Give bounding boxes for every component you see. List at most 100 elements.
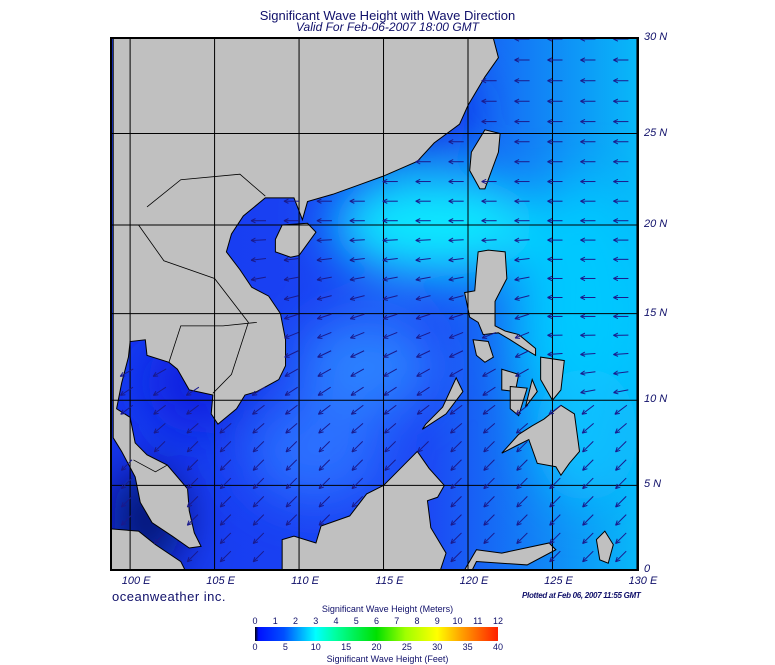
wave-direction-arrow	[382, 332, 398, 339]
wave-direction-arrow	[448, 198, 464, 204]
brand-logo-text: oceanweather inc.	[112, 589, 227, 604]
wave-direction-arrow	[152, 386, 167, 396]
legend-tick-meters: 6	[373, 616, 379, 626]
wave-direction-arrow	[350, 404, 364, 415]
wave-direction-arrow	[514, 198, 530, 204]
wave-direction-arrow	[416, 368, 431, 377]
legend-tick-meters: 10	[452, 616, 463, 626]
wave-direction-arrow	[450, 514, 462, 526]
wave-direction-arrow	[514, 276, 530, 282]
wave-direction-arrow	[449, 368, 463, 377]
wave-direction-arrow	[547, 237, 563, 243]
wave-direction-arrow	[384, 422, 397, 434]
wave-direction-arrow	[580, 370, 596, 376]
wave-direction-arrow	[580, 256, 596, 262]
land-palawan	[421, 376, 464, 430]
wave-direction-arrow	[448, 178, 464, 185]
legend-tick-feet: 30	[432, 642, 443, 652]
wave-direction-arrow	[349, 276, 365, 282]
wave-direction-arrow	[415, 198, 431, 204]
wave-direction-arrow	[481, 118, 497, 125]
wave-direction-arrow	[481, 237, 497, 243]
latitude-label: 15 N	[644, 306, 668, 319]
wave-direction-arrow	[549, 496, 561, 508]
wave-direction-arrow	[613, 139, 629, 145]
wave-direction-arrow	[481, 218, 497, 224]
wave-direction-arrow	[580, 98, 596, 104]
wave-direction-arrow	[449, 404, 463, 415]
wave-direction-arrow	[613, 313, 629, 320]
legend-tick-feet: 0	[252, 642, 258, 652]
wave-direction-arrow	[450, 550, 462, 563]
wave-direction-arrow	[582, 550, 594, 563]
wave-direction-arrow	[483, 532, 495, 545]
wave-direction-arrow	[547, 57, 563, 63]
wave-direction-arrow	[415, 332, 431, 339]
wave-direction-arrow	[252, 422, 265, 434]
wave-direction-arrow	[219, 459, 232, 471]
wave-direction-arrow	[284, 350, 299, 358]
wave-direction-arrow	[285, 422, 298, 434]
legend-tick-meters: 12	[492, 616, 503, 626]
wave-direction-arrow	[318, 441, 331, 453]
wave-direction-arrow	[548, 404, 562, 415]
wave-direction-arrow	[448, 295, 464, 301]
wave-direction-arrow	[483, 496, 495, 508]
legend-tick-meters: 2	[292, 616, 298, 626]
wave-direction-arrow	[516, 477, 528, 490]
wave-direction-arrow	[316, 198, 332, 204]
wave-direction-arrow	[350, 368, 365, 377]
wave-direction-arrow	[153, 404, 166, 415]
wave-direction-arrow	[186, 404, 199, 415]
wave-direction-arrow	[285, 496, 298, 508]
wave-direction-arrow	[318, 477, 331, 490]
latitude-label: 0	[644, 563, 651, 575]
chart-title: Significant Wave Height with Wave Direct…	[259, 8, 516, 23]
longitude-label: 120 E	[459, 575, 489, 587]
wave-direction-arrow	[580, 78, 596, 84]
wave-direction-arrow	[581, 422, 594, 434]
wave-direction-arrow	[119, 368, 134, 377]
wave-direction-arrow	[349, 257, 365, 263]
wave-direction-arrow	[250, 257, 267, 263]
legend-tick-meters: 3	[313, 616, 319, 626]
wave-direction-arrow	[615, 441, 627, 453]
wave-direction-arrow	[120, 477, 133, 490]
wave-direction-arrow	[516, 441, 528, 453]
wave-direction-arrow	[580, 313, 596, 320]
wave-direction-arrow	[613, 98, 629, 104]
land-borneo	[281, 450, 447, 570]
wave-direction-arrow	[351, 496, 363, 508]
wave-direction-arrow	[547, 78, 563, 84]
wave-direction-arrow	[514, 159, 530, 165]
land-negros	[509, 385, 528, 417]
wave-direction-arrow	[580, 57, 596, 63]
land-mindanao	[501, 404, 581, 477]
wave-direction-arrow	[120, 404, 134, 415]
wave-direction-arrow	[515, 422, 529, 434]
wave-direction-arrow	[516, 532, 528, 545]
legend-tick-feet: 20	[371, 642, 382, 652]
wave-direction-arrow	[382, 295, 398, 301]
wave-direction-arrow	[316, 276, 332, 282]
wave-direction-arrow	[580, 218, 596, 224]
wave-direction-arrow	[219, 532, 232, 545]
wave-direction-arrow	[382, 237, 398, 243]
wave-direction-arrow	[482, 368, 496, 377]
land-sumatra	[111, 528, 186, 570]
country-border	[146, 173, 266, 208]
wave-direction-arrow	[514, 332, 530, 339]
wave-direction-arrow	[285, 477, 298, 490]
wave-direction-arrow	[317, 386, 331, 396]
wave-direction-arrow	[547, 218, 563, 224]
wave-direction-arrow	[186, 422, 199, 434]
colorbar	[255, 627, 498, 641]
wave-direction-arrow	[613, 218, 629, 224]
wave-direction-arrow	[582, 441, 594, 453]
wave-direction-arrow	[547, 294, 563, 301]
wave-direction-arrow	[582, 514, 594, 526]
wave-direction-arrow	[383, 404, 397, 415]
wave-direction-arrow	[547, 198, 563, 204]
wave-direction-arrow	[614, 404, 628, 415]
wave-direction-arrow	[582, 459, 594, 471]
